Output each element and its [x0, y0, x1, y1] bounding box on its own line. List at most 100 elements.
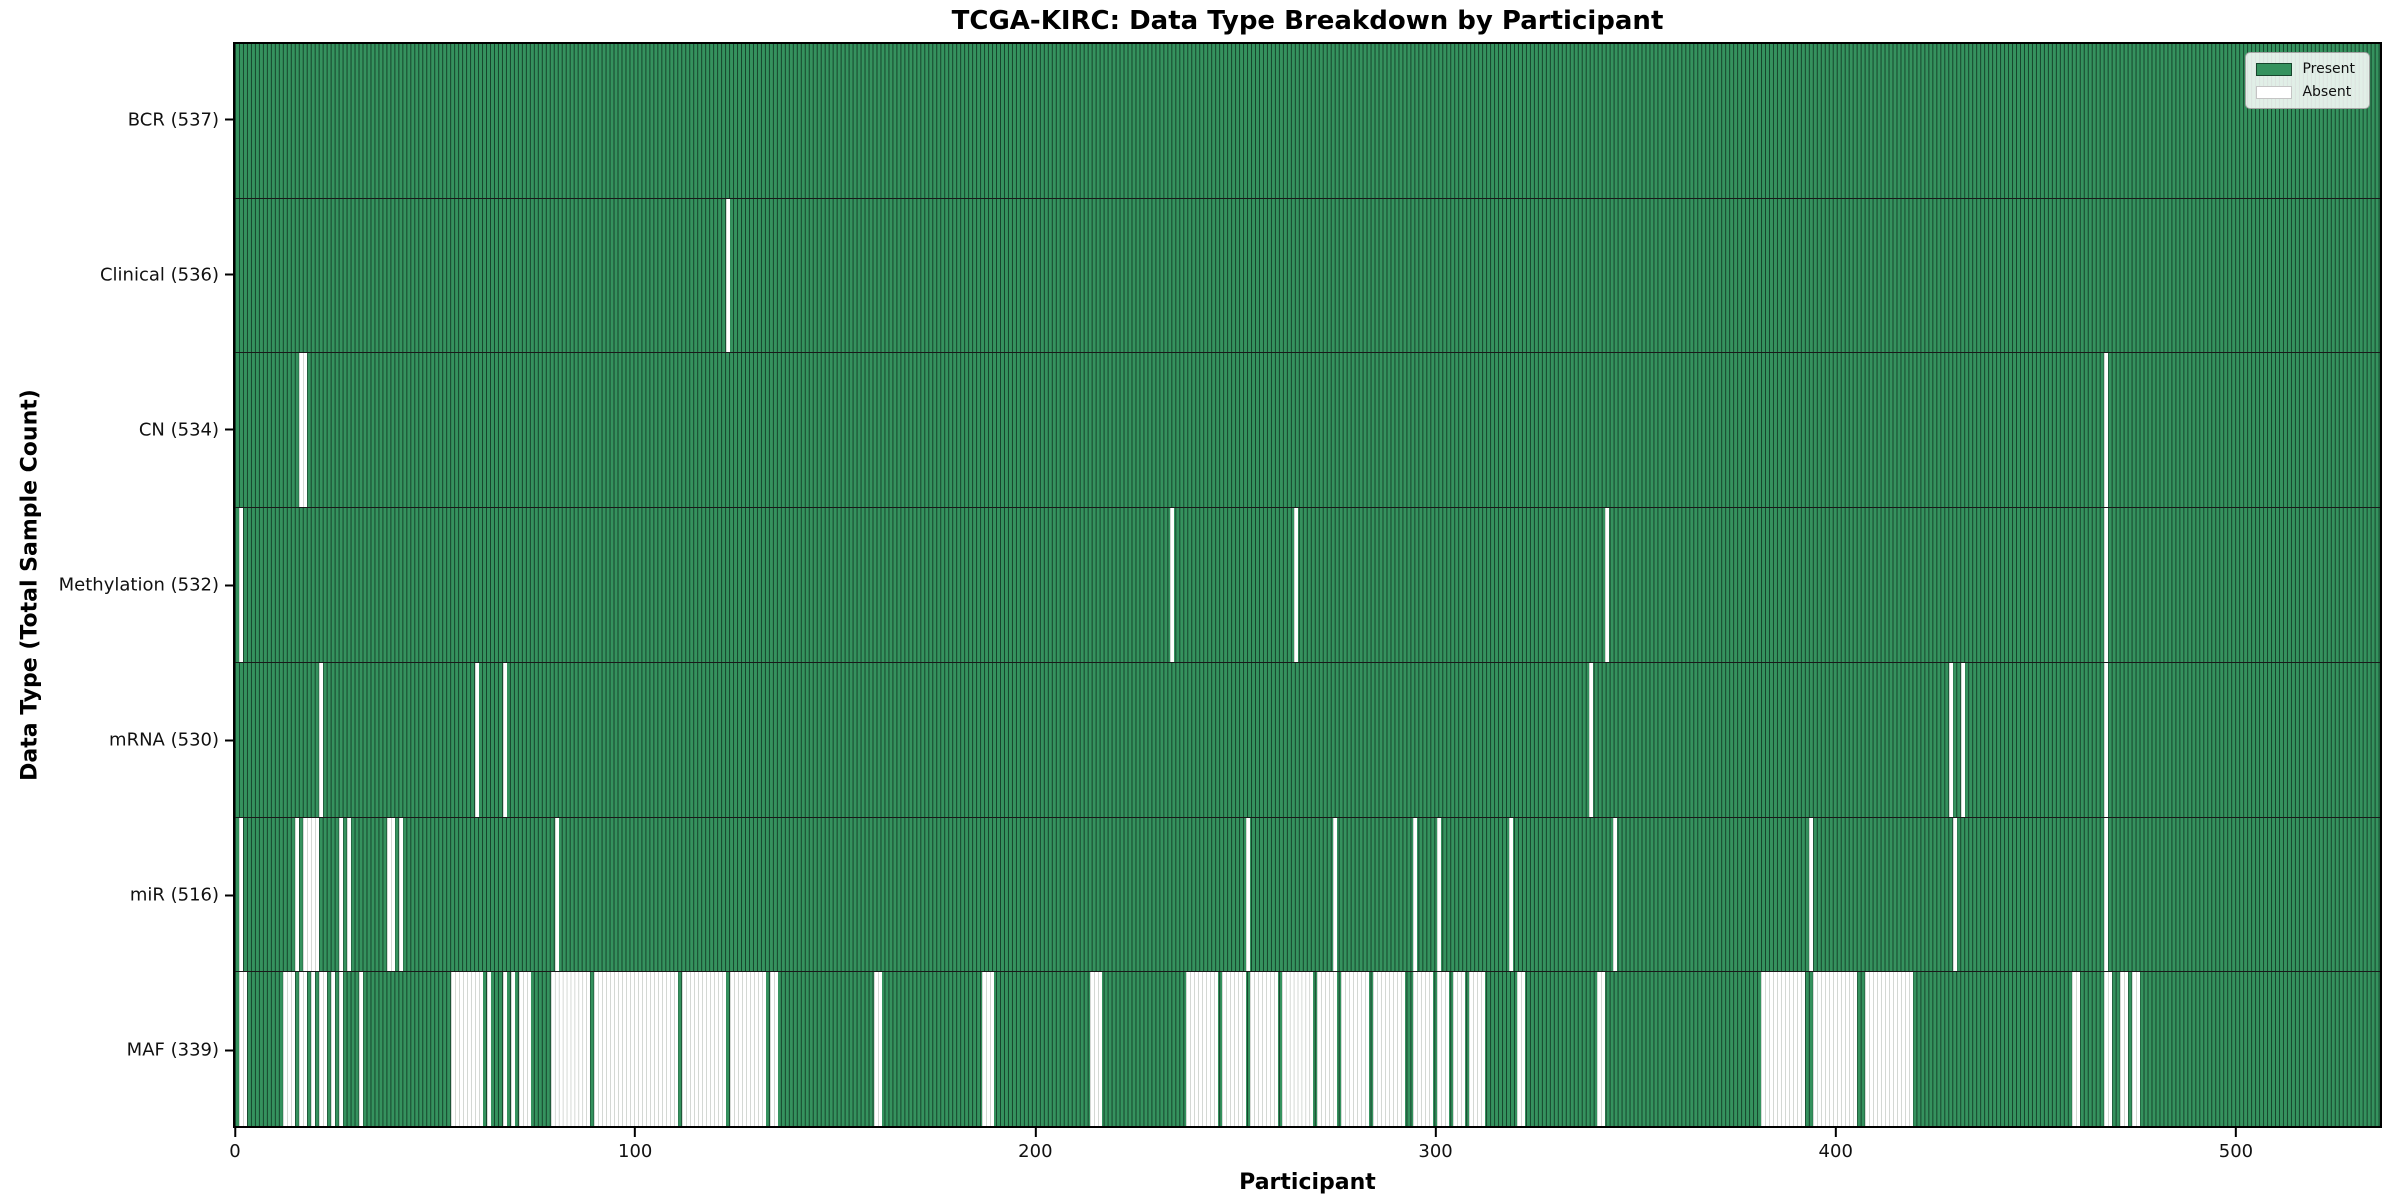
absent-run — [346, 817, 351, 972]
y-tick-bcr: BCR (537) — [128, 109, 233, 130]
absent-run — [486, 972, 491, 1127]
absent-run — [1413, 817, 1418, 972]
absent-run — [282, 972, 295, 1127]
absent-run — [302, 817, 319, 972]
absent-run — [1613, 817, 1618, 972]
absent-run — [502, 662, 507, 817]
y-tick-label: BCR (537) — [127, 109, 219, 131]
absent-run — [2104, 508, 2109, 662]
chart-row-mrna — [235, 661, 2380, 817]
chart-row-methylation — [235, 507, 2380, 662]
absent-run — [338, 972, 343, 1127]
x-tick-mark — [634, 1128, 637, 1137]
absent-run — [1808, 817, 1813, 972]
absent-run — [510, 972, 515, 1127]
absent-run — [298, 353, 307, 508]
x-tick-100: 100 — [618, 1128, 652, 1162]
x-tick-label: 500 — [2218, 1141, 2254, 1162]
absent-run — [1952, 817, 1957, 972]
chart-row-cn — [235, 352, 2380, 508]
absent-run — [398, 817, 403, 972]
absent-run — [1185, 972, 1218, 1127]
y-tick-label: miR (516) — [129, 884, 219, 906]
absent-run — [1413, 972, 1434, 1127]
x-tick-mark — [1834, 1128, 1837, 1137]
absent-run — [338, 817, 343, 972]
legend-label-absent: Absent — [2302, 84, 2352, 100]
absent-run — [2104, 353, 2109, 508]
absent-run — [1437, 972, 1450, 1127]
x-tick-mark — [233, 1128, 236, 1137]
legend-label-present: Present — [2302, 61, 2355, 77]
y-tick-methylation: Methylation (532) — [59, 575, 233, 596]
y-tick-mark — [225, 428, 233, 431]
absent-run — [298, 972, 307, 1127]
absent-run — [1333, 817, 1338, 972]
absent-run — [386, 817, 395, 972]
absent-run — [310, 972, 315, 1127]
absent-run — [1597, 972, 1606, 1127]
y-tick-mark — [225, 894, 233, 897]
absent-run — [1281, 972, 1314, 1127]
y-tick-mir: miR (516) — [130, 885, 233, 906]
y-tick-label: Methylation (532) — [58, 574, 219, 596]
chart-row-maf — [235, 971, 2380, 1127]
absent-run — [358, 972, 363, 1127]
absent-run — [1948, 662, 1953, 817]
y-tick-mark — [225, 584, 233, 586]
absent-run — [550, 972, 591, 1127]
absent-run — [1812, 972, 1857, 1127]
absent-run — [502, 972, 507, 1127]
absent-run — [1864, 972, 1913, 1127]
absent-run — [450, 972, 483, 1127]
absent-run — [554, 817, 559, 972]
absent-run — [1341, 972, 1370, 1127]
x-tick-label: 300 — [1418, 1141, 1453, 1162]
absent-run — [1469, 972, 1486, 1127]
y-tick-mark — [225, 273, 233, 276]
y-tick-label: mRNA (530) — [109, 729, 219, 751]
x-tick-400: 400 — [1819, 1128, 1853, 1162]
absent-run — [1760, 972, 1805, 1127]
absent-run — [318, 662, 323, 817]
absent-run — [2072, 972, 2081, 1127]
absent-run — [238, 972, 247, 1127]
absent-run — [726, 198, 731, 353]
y-tick-label: CN (534) — [138, 419, 219, 441]
y-tick-label: Clinical (536) — [99, 264, 219, 286]
absent-run — [981, 972, 994, 1127]
plot-area: Present Absent — [233, 42, 2382, 1128]
absent-run — [1293, 508, 1298, 662]
absent-run — [682, 972, 727, 1127]
rows-container — [235, 44, 2380, 1127]
y-tick-mark — [225, 1049, 233, 1052]
absent-run — [1245, 817, 1250, 972]
x-tick-label: 0 — [229, 1141, 241, 1162]
x-tick-mark — [1434, 1128, 1437, 1137]
absent-run — [1089, 972, 1102, 1127]
absent-run — [1960, 662, 1965, 817]
present-swatch — [2256, 62, 2293, 76]
y-tick-mark — [225, 739, 233, 742]
absent-run — [2104, 972, 2113, 1127]
absent-run — [1169, 508, 1174, 662]
absent-run — [2120, 972, 2129, 1127]
absent-run — [730, 972, 767, 1127]
absent-run — [2104, 817, 2109, 972]
x-tick-200: 200 — [1018, 1128, 1053, 1162]
x-tick-label: 100 — [617, 1141, 653, 1162]
y-tick-maf: MAF (339) — [127, 1040, 233, 1061]
x-tick-mark — [2234, 1128, 2237, 1137]
absent-run — [1437, 817, 1442, 972]
absent-run — [2104, 662, 2109, 817]
absent-run — [1453, 972, 1466, 1127]
x-tick-0: 0 — [229, 1128, 241, 1162]
absent-run — [1509, 817, 1514, 972]
x-tick-mark — [1034, 1128, 1037, 1137]
chart-row-bcr — [235, 44, 2380, 198]
absent-run — [518, 972, 531, 1127]
y-tick-label: MAF (339) — [126, 1039, 219, 1061]
absent-run — [2132, 972, 2141, 1127]
y-tick-mark — [225, 118, 233, 121]
